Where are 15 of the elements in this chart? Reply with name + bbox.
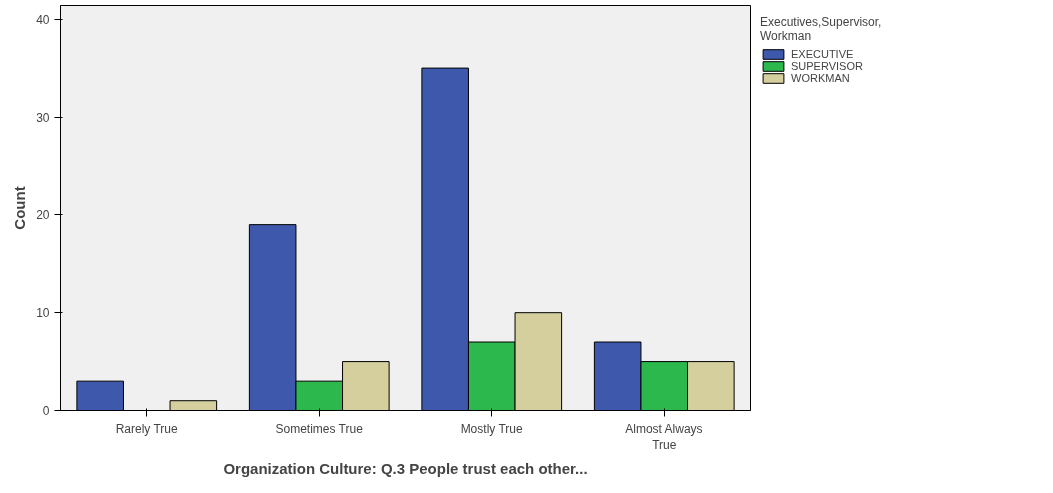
x-tick-label: Mostly True: [460, 421, 523, 436]
y-tick-label: 0: [42, 404, 50, 418]
x-axis-title: Organization Culture: Q.3 People trust each other...: [223, 460, 588, 478]
legend-label: SUPERVISOR: [791, 60, 863, 72]
y-tick-label: 20: [36, 208, 50, 223]
x-tick-label: Almost Always True: [625, 421, 703, 453]
y-tick-label: 40: [36, 12, 50, 27]
y-tick-label: 30: [36, 110, 50, 125]
y-tick-label: 10: [36, 306, 50, 321]
legend-label: EXECUTIVE: [791, 48, 854, 60]
legend-title: Executives,Supervisor, Workman: [760, 15, 882, 43]
x-tick-label: Rarely True: [115, 421, 178, 436]
legend-label: WORKMAN: [791, 72, 850, 84]
y-axis-title: Count: [11, 186, 29, 230]
x-tick-label: Sometimes True: [275, 421, 364, 436]
